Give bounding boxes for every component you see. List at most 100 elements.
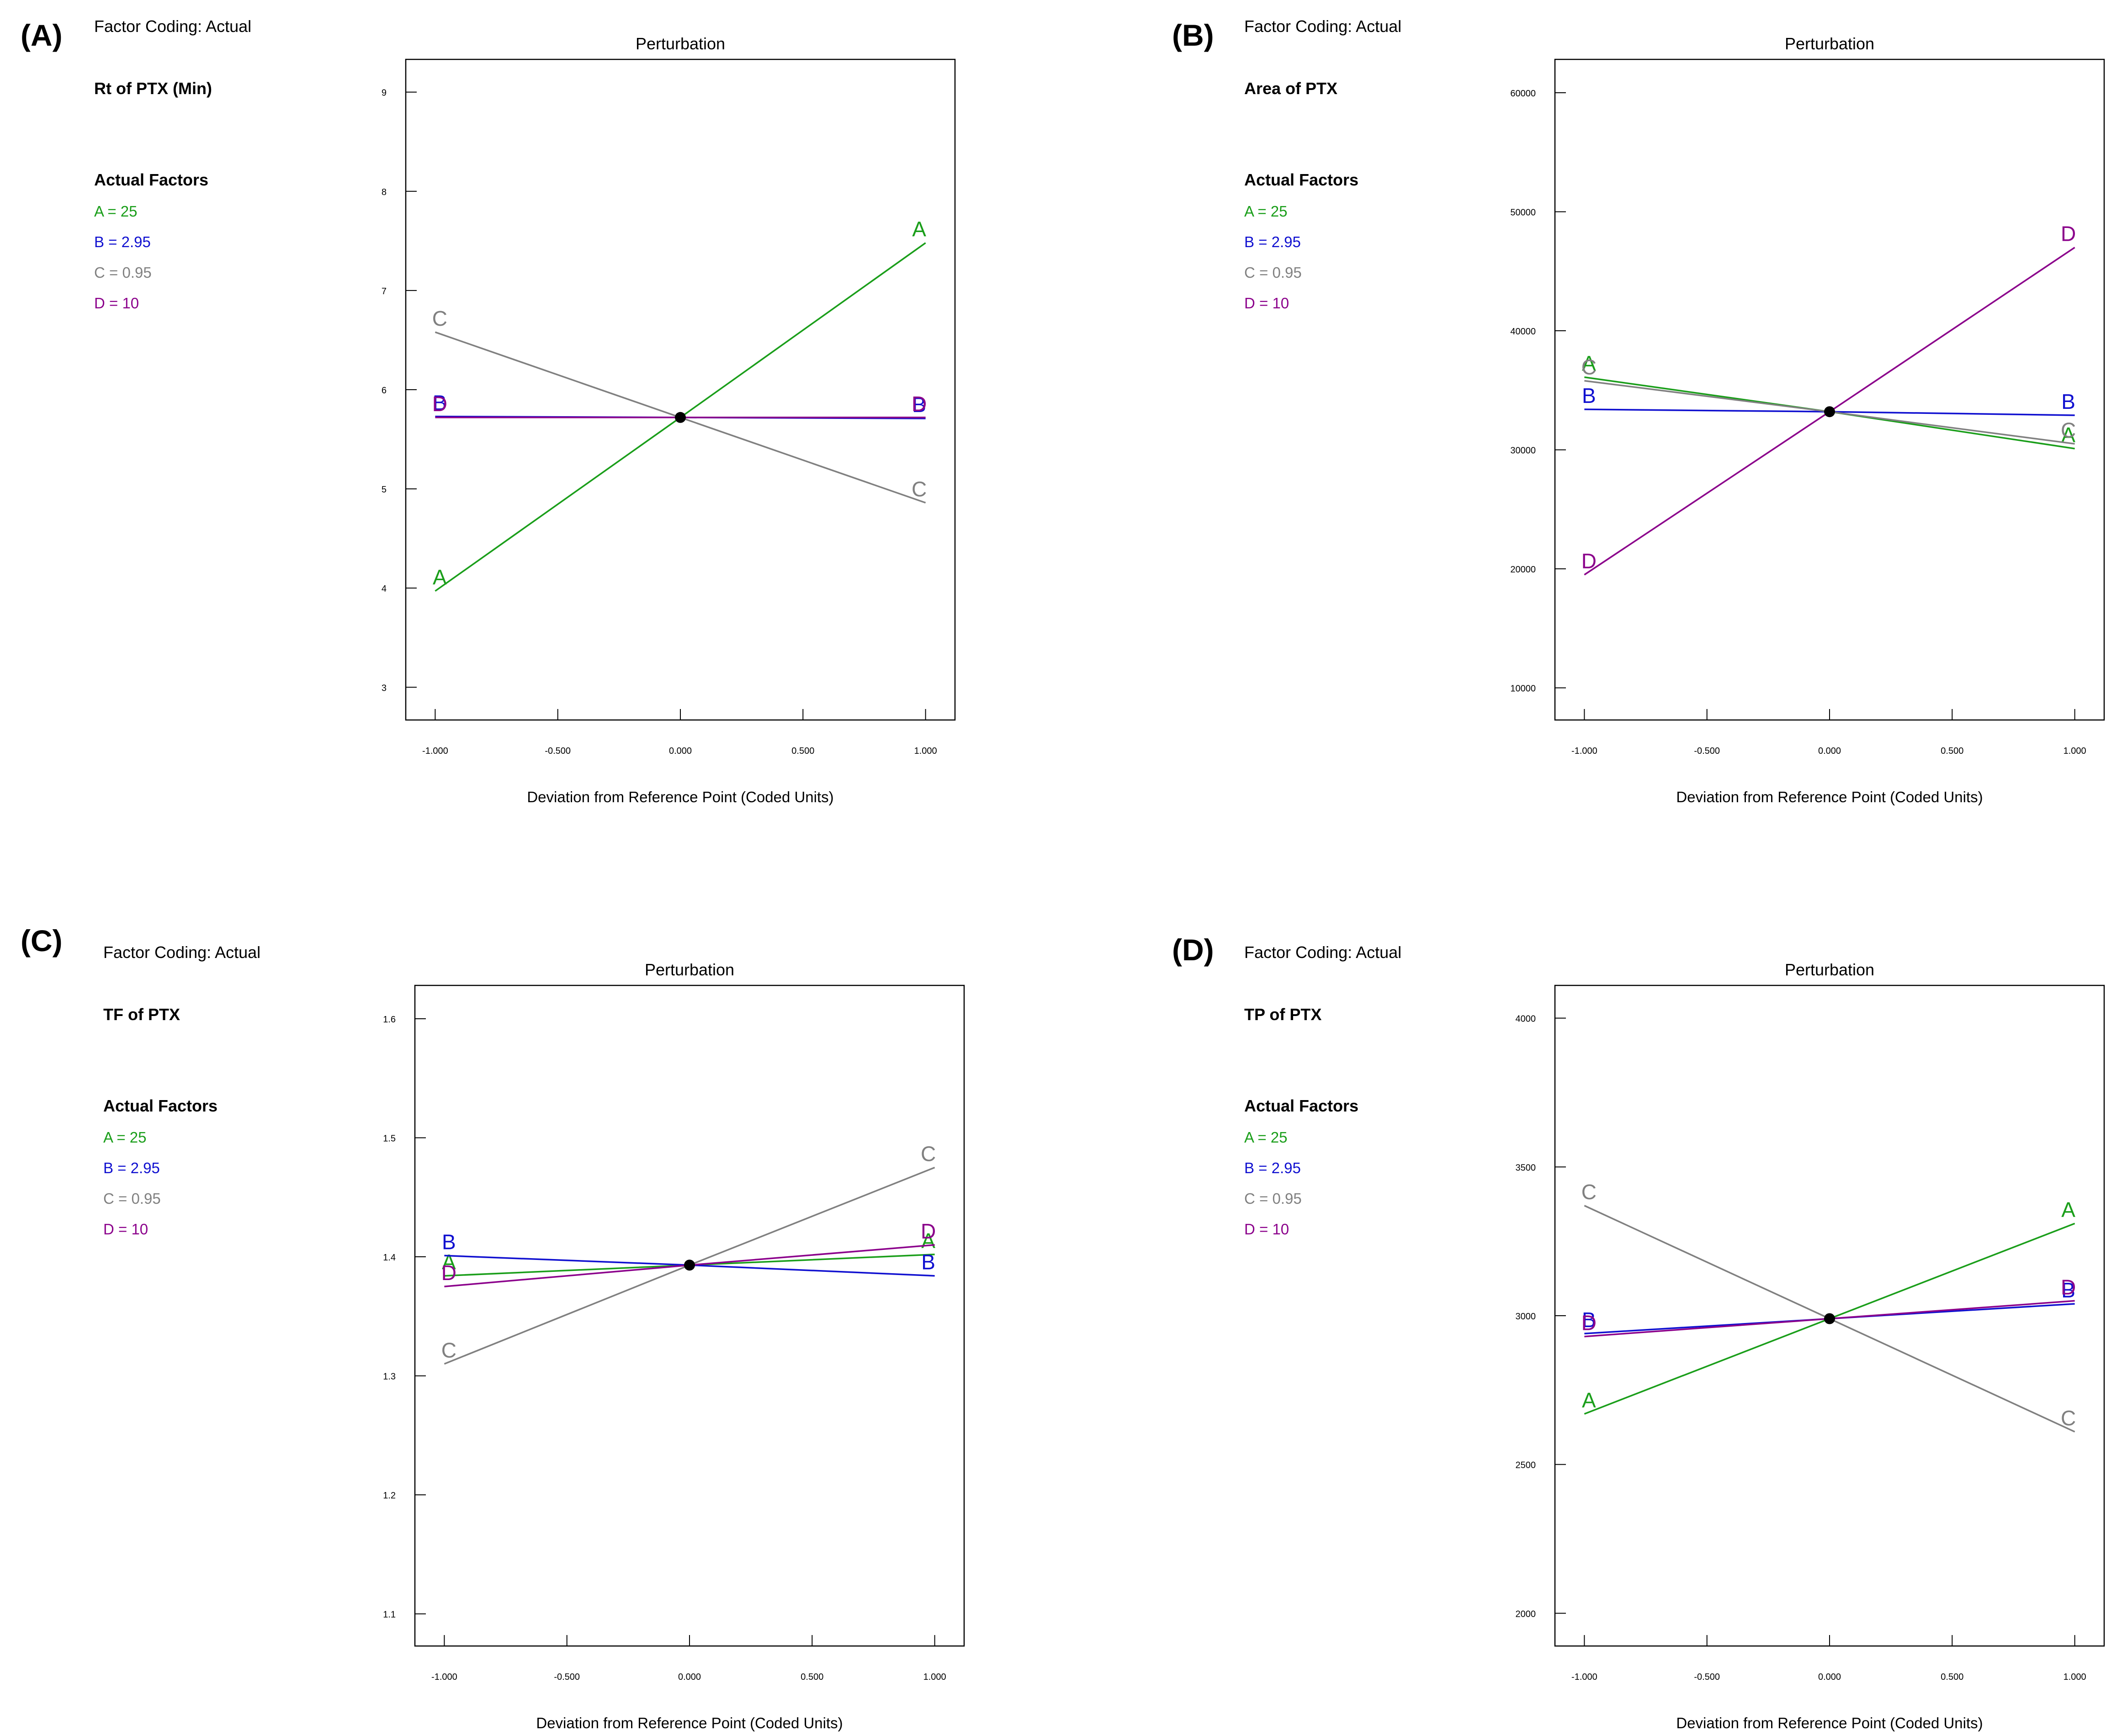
panel-d-series-c-start-label: C xyxy=(1581,1180,1597,1204)
panel-c-xtick-label: 0.500 xyxy=(801,1672,823,1682)
panel-b-factor-d: D = 10 xyxy=(1244,295,1289,312)
panel-a-ytick-label: 6 xyxy=(382,386,387,396)
panel-a-factor-coding: Factor Coding: Actual xyxy=(94,17,251,36)
panel-d-series-d-start-label: D xyxy=(1581,1311,1597,1335)
panel-c-factor-coding: Factor Coding: Actual xyxy=(103,943,260,962)
panel-b-title: Perturbation xyxy=(1785,34,1874,53)
panel-c-series-b-start-label: B xyxy=(442,1230,456,1254)
panel-b-reference-point xyxy=(1824,406,1835,418)
panel-b-series-c-start-label: C xyxy=(1581,355,1597,379)
panel-a-label: (A) xyxy=(21,18,63,52)
panel-d-xtick-label: -0.500 xyxy=(1694,1672,1720,1682)
panel-c-series-d-start-label: D xyxy=(441,1261,456,1285)
panel-b-plot-frame xyxy=(1554,58,2105,721)
panel-a-series-b-end-label: B xyxy=(912,393,926,417)
panel-a-ytick-label: 4 xyxy=(382,584,387,594)
panel-d-factor-a: A = 25 xyxy=(1244,1129,1288,1146)
panel-a-ytick-label: 5 xyxy=(382,485,387,495)
panel-a-xtick-label: -0.500 xyxy=(545,746,571,756)
panel-d-series-b-end-label: B xyxy=(2061,1278,2075,1302)
panel-a-factor-b: B = 2.95 xyxy=(94,233,151,250)
panel-a-series-d-end-label: D xyxy=(912,392,927,416)
panel-d-factor-b: B = 2.95 xyxy=(1244,1159,1301,1176)
panel-c-ytick-label: 1.6 xyxy=(383,1015,396,1025)
panel-d-ytick-label: 4000 xyxy=(1516,1014,1536,1024)
panel-b-series-d-end-label: D xyxy=(2061,222,2076,246)
panel-d-xlabel: Deviation from Reference Point (Coded Un… xyxy=(1676,1715,1983,1731)
panel-c-factor-d: D = 10 xyxy=(103,1221,148,1238)
panel-d-series-b-start-label: B xyxy=(1582,1308,1596,1332)
panel-d-reference-point xyxy=(1824,1313,1835,1324)
panel-a-factors-heading: Actual Factors xyxy=(94,170,208,189)
panel-c-factors-heading: Actual Factors xyxy=(103,1096,217,1115)
panel-b-series-c-end-label: C xyxy=(2061,418,2076,442)
panel-a-xtick-label: 0.000 xyxy=(669,746,692,756)
panel-a-factor-d: D = 10 xyxy=(94,295,139,312)
panel-a-response-name: Rt of PTX (Min) xyxy=(94,79,212,98)
panel-d-series-a-start-label: A xyxy=(1582,1388,1596,1412)
panel-b-xlabel: Deviation from Reference Point (Coded Un… xyxy=(1676,789,1983,805)
panel-c-ytick-label: 1.5 xyxy=(383,1133,396,1143)
panel-d-factor-c: C = 0.95 xyxy=(1244,1190,1302,1207)
panel-d-factor-coding: Factor Coding: Actual xyxy=(1244,943,1401,962)
panel-d-ytick-label: 2500 xyxy=(1516,1461,1536,1471)
panel-d-series-a-end-label: A xyxy=(2061,1198,2075,1222)
panel-c-label: (C) xyxy=(21,924,63,958)
panel-a-xtick-label: 0.500 xyxy=(791,746,814,756)
panel-a-title: Perturbation xyxy=(636,34,725,53)
panel-c-plot-frame xyxy=(414,984,965,1647)
panel-c-ytick-label: 1.1 xyxy=(383,1610,396,1620)
panel-c-series-c-start-label: C xyxy=(441,1339,456,1362)
panel-b-response-name: Area of PTX xyxy=(1244,79,1337,98)
panel-c-ytick-label: 1.2 xyxy=(383,1491,396,1501)
panel-a-xlabel: Deviation from Reference Point (Coded Un… xyxy=(527,789,833,805)
panel-c-factor-b: B = 2.95 xyxy=(103,1159,160,1176)
panel-c-xtick-label: 1.000 xyxy=(923,1672,946,1682)
panel-b-factors-heading: Actual Factors xyxy=(1244,170,1358,189)
panel-a-factor-c: C = 0.95 xyxy=(94,264,152,281)
panel-c-title: Perturbation xyxy=(645,960,734,979)
panel-c-series-a-start-label: A xyxy=(442,1250,456,1274)
panel-c-series-a-end-label: A xyxy=(921,1229,935,1253)
panel-d-ytick-label: 3000 xyxy=(1516,1312,1536,1322)
panel-c-response-name: TF of PTX xyxy=(103,1005,180,1024)
panel-b-xtick-label: -1.000 xyxy=(1571,746,1597,756)
panel-a-series-c-end-label: C xyxy=(912,477,927,501)
panel-a-series-c-start-label: C xyxy=(432,307,447,330)
panel-b-factor-a: A = 25 xyxy=(1244,203,1288,220)
panel-a-series-a-end-label: A xyxy=(912,217,926,241)
panel-d-xtick-label: 0.000 xyxy=(1818,1672,1841,1682)
panel-b-series-a-start-label: A xyxy=(1582,352,1596,376)
panel-c-xtick-label: -1.000 xyxy=(431,1672,457,1682)
panel-b-series-b-end-label: B xyxy=(2061,390,2075,413)
panel-b-ytick-label: 20000 xyxy=(1510,565,1536,575)
panel-a-series-b-start-label: B xyxy=(433,391,447,415)
panel-c-series-d-end-label: D xyxy=(921,1219,936,1243)
panel-d-xtick-label: 0.500 xyxy=(1941,1672,1963,1682)
panel-c-factor-a: A = 25 xyxy=(103,1129,147,1146)
panel-a-series-a-start-label: A xyxy=(433,566,447,589)
panel-a-xtick-label: -1.000 xyxy=(422,746,448,756)
panel-b-series-d-start-label: D xyxy=(1581,549,1597,573)
panel-b-ytick-label: 60000 xyxy=(1510,89,1536,99)
panel-c-series-b-end-label: B xyxy=(921,1250,935,1274)
panel-d-xtick-label: -1.000 xyxy=(1571,1672,1597,1682)
panel-d-series-d-end-label: D xyxy=(2061,1275,2076,1299)
panel-c-ytick-label: 1.4 xyxy=(383,1253,396,1263)
panel-b-ytick-label: 30000 xyxy=(1510,446,1536,456)
panel-b-factor-b: B = 2.95 xyxy=(1244,233,1301,250)
panel-c-factor-c: C = 0.95 xyxy=(103,1190,161,1207)
panel-b-ytick-label: 40000 xyxy=(1510,327,1536,337)
panel-c-xtick-label: -0.500 xyxy=(554,1672,580,1682)
panel-a-factor-a: A = 25 xyxy=(94,203,138,220)
panel-b-xtick-label: 1.000 xyxy=(2064,746,2086,756)
panel-b-ytick-label: 50000 xyxy=(1510,207,1536,217)
panel-b-xtick-label: 0.000 xyxy=(1818,746,1841,756)
panel-c-ytick-label: 1.3 xyxy=(383,1372,396,1382)
panel-c-xtick-label: 0.000 xyxy=(678,1672,701,1682)
panel-a-ytick-label: 3 xyxy=(382,683,387,693)
panel-b-xtick-label: -0.500 xyxy=(1694,746,1720,756)
panel-a-series-d-start-label: D xyxy=(432,392,447,416)
